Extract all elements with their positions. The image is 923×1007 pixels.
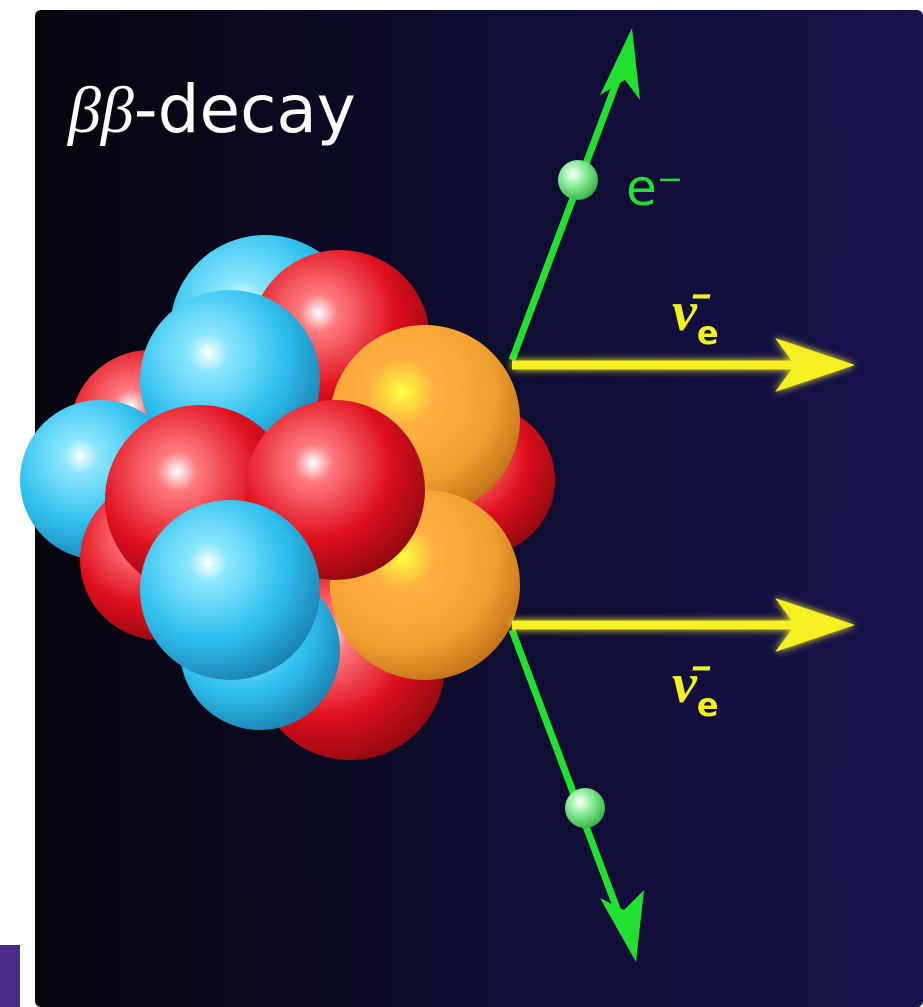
page: ββ-decay e⁻ ν̄e ν̄e (() => { const data …: [0, 0, 923, 1007]
title-symbol: ββ: [66, 74, 134, 147]
electron: [558, 160, 598, 200]
electron: [565, 788, 605, 828]
title-suffix: -decay: [134, 71, 356, 148]
diagram: ββ-decay e⁻ ν̄e ν̄e: [0, 0, 923, 1007]
title: ββ-decay: [66, 71, 356, 148]
neutrino-subscript: e: [697, 686, 719, 724]
neutrino-subscript: e: [697, 314, 719, 352]
corner-block: [0, 945, 20, 1007]
electron-label: e⁻: [626, 159, 683, 217]
